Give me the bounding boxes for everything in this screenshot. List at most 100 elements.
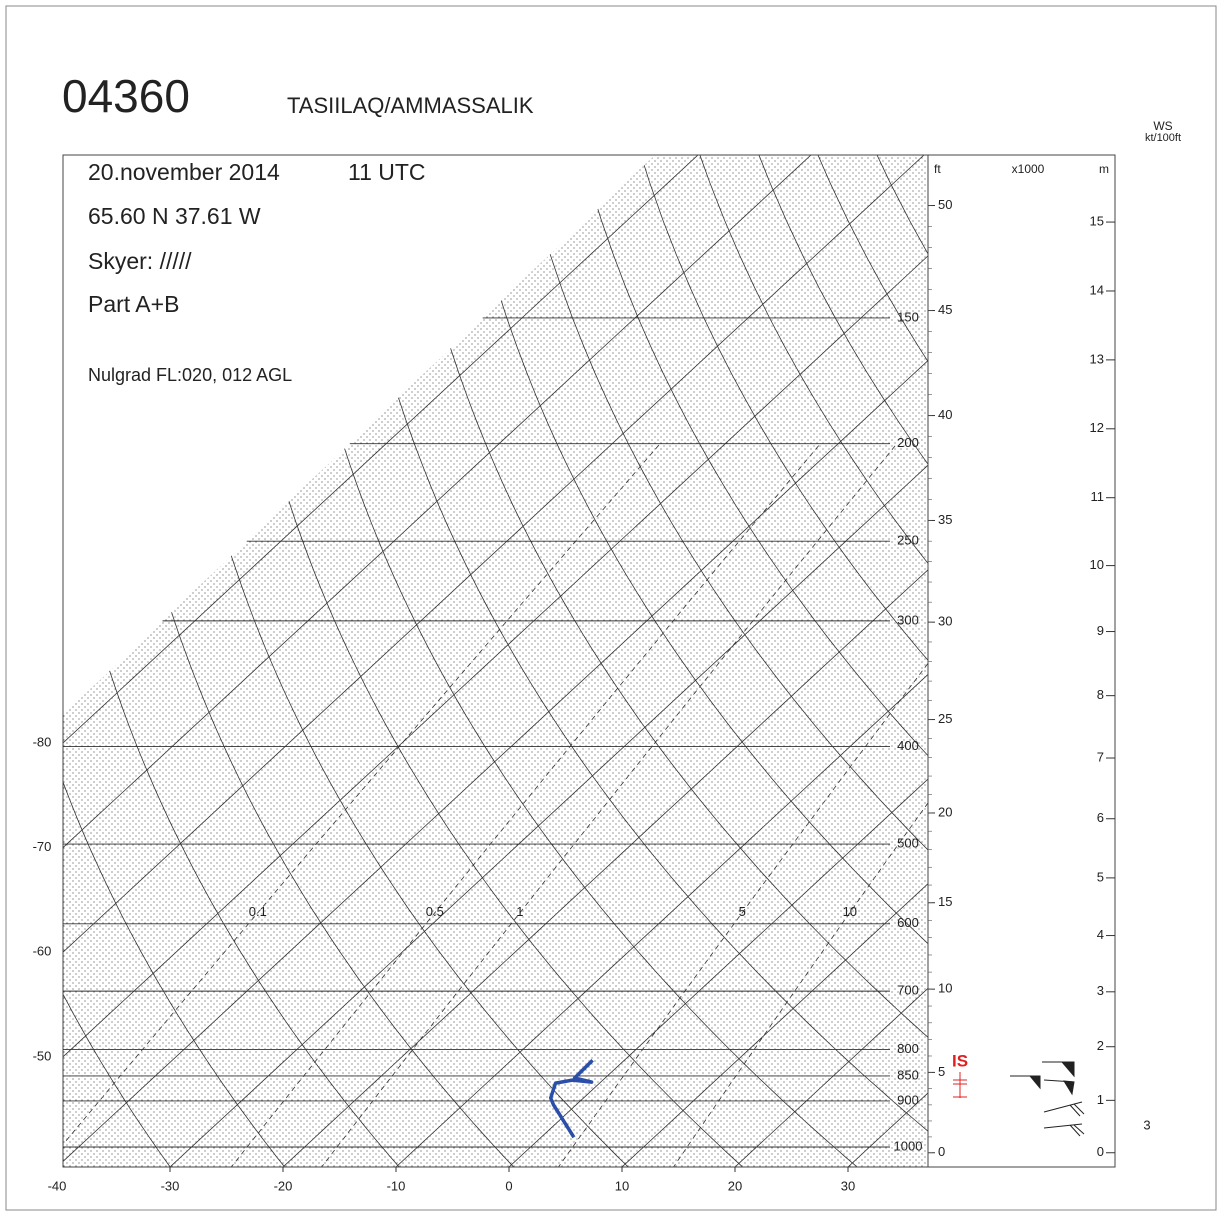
wind-barbs [1010,1061,1085,1137]
pressure-label: 900 [897,1092,919,1107]
dry-adiabat [63,993,171,1167]
ft-label: ft [934,162,941,176]
m-tick-label: 9 [1097,623,1104,638]
mixing-ratio-label: 1 [516,904,523,919]
isotherm [63,359,928,1162]
pressure-label: 700 [897,983,919,998]
x-tick-label: 10 [615,1178,629,1193]
ft-tick-label: 15 [938,894,952,909]
ws-unit: kt/100ft [1145,132,1181,144]
dry-adiabat [63,781,286,1167]
isotherm [63,155,699,744]
left-tick-label: -80 [33,734,52,749]
height-panel [927,154,1116,1168]
ft-tick-label: 20 [938,804,952,819]
mixing-ratio-label: 0.5 [426,904,444,919]
mixing-ratio-line [673,802,928,1167]
m-tick-label: 0 [1097,1144,1104,1159]
isotherm [169,464,928,1167]
pressure-label: 1000 [894,1138,923,1153]
m-tick-label: 1 [1097,1092,1104,1107]
diagram-lines [63,155,928,1167]
pressure-label: 850 [897,1067,919,1082]
freezing-level: Nulgrad FL:020, 012 AGL [88,365,292,385]
pressure-label: 800 [897,1041,919,1056]
ws-value: 3 [1143,1117,1150,1132]
date: 20.november 2014 [88,159,280,185]
time: 11 UTC [348,159,426,185]
x-tick-label: -40 [48,1178,67,1193]
left-tick-label: -60 [33,944,52,959]
isotherm [63,155,812,849]
isotherm [63,255,928,1058]
x-tick-label: -10 [387,1178,406,1193]
m-tick-label: 8 [1097,687,1104,702]
pressure-label: 400 [897,738,919,753]
dry-adiabat [581,155,928,757]
x-tick-label: 30 [841,1178,855,1193]
m-tick-label: 10 [1090,557,1104,572]
m-tick-label: 7 [1097,749,1104,764]
isotherm [63,155,925,953]
x-tick-label: 20 [728,1178,742,1193]
dry-adiabat [463,155,928,945]
ft-tick-label: 5 [938,1064,945,1079]
isotherm [395,673,928,1167]
dry-adiabat [522,155,928,851]
isotherm [282,569,928,1167]
part: Part A+B [88,291,179,317]
ft-tick-label: 30 [938,614,952,629]
sounding [548,1059,594,1139]
mixing-ratio-line [230,443,821,1167]
dry-adiabat [699,155,928,565]
is-marker [953,1072,967,1098]
m-tick-label: 15 [1090,214,1104,229]
is-label: IS [952,1051,968,1070]
m-label: m [1099,162,1109,176]
pressure-label: 600 [897,915,919,930]
dry-adiabat [640,155,928,661]
mixing-ratio-label: 0.1 [249,904,267,919]
x-tick-label: 0 [505,1178,512,1193]
mixing-ratio-line [63,443,661,1146]
m-tick-label: 11 [1091,489,1105,504]
pressure-label: 250 [897,533,919,548]
m-tick-label: 12 [1090,420,1104,435]
blank-region [63,155,655,715]
isotherm [734,987,928,1167]
m-tick-label: 5 [1097,869,1104,884]
m-tick-label: 14 [1090,282,1104,297]
clouds: Skyer: ///// [88,248,192,274]
ft-tick-label: 0 [938,1144,945,1159]
mixing-ratio-line [321,443,898,1167]
x-tick-label: -30 [161,1178,180,1193]
ft-tick-label: 40 [938,407,952,422]
pressure-label: 500 [897,836,919,851]
ft-tick-label: 35 [938,512,952,527]
ft-tick-label: 10 [938,981,952,996]
m-tick-label: 2 [1097,1038,1104,1053]
station-name: TASIILAQ/AMMASSALIK [287,93,534,118]
left-tick-label: -70 [33,839,52,854]
ft-unit: x1000 [1012,162,1045,176]
dry-adiabat [286,155,858,1167]
m-tick-label: 6 [1097,810,1104,825]
station-id: 04360 [62,70,190,122]
dry-adiabat [227,155,744,1167]
m-tick-label: 4 [1097,927,1104,942]
isotherm [508,778,928,1167]
pressure-label: 150 [897,309,919,324]
mixing-ratio-label: 10 [843,904,857,919]
ws-label: WS [1153,119,1172,133]
dry-adiabat [404,155,928,1038]
isotherm [621,883,928,1167]
dry-adiabat [345,155,928,1132]
x-tick-label: -20 [274,1178,293,1193]
position: 65.60 N 37.61 W [88,203,261,229]
ft-tick-label: 25 [938,711,952,726]
pressure-label: 300 [897,612,919,627]
pressure-label: 200 [897,435,919,450]
mixing-ratio-label: 5 [739,904,746,919]
m-tick-label: 3 [1097,983,1104,998]
